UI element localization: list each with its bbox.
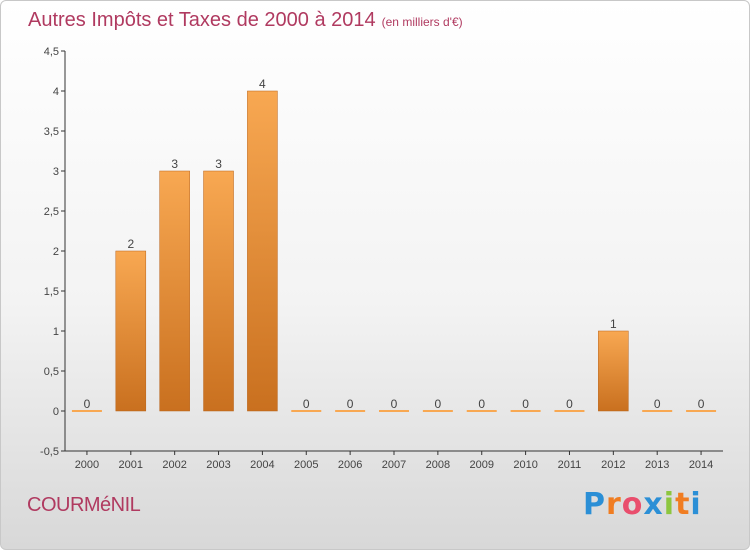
x-tick-label: 2000: [75, 459, 99, 471]
x-tick-label: 2001: [119, 459, 143, 471]
x-tick-label: 2006: [338, 459, 362, 471]
y-tick-label: 0: [53, 406, 59, 418]
data-label: 0: [654, 397, 661, 411]
data-label: 4: [259, 77, 266, 91]
x-tick-label: 2010: [513, 459, 537, 471]
bar: [335, 410, 366, 412]
bar: [422, 410, 453, 412]
x-tick-label: 2013: [645, 459, 669, 471]
y-tick-label: 3,5: [44, 126, 59, 138]
data-label: 1: [610, 317, 617, 331]
proxiti-logo[interactable]: Proxiti: [583, 487, 702, 522]
y-tick-label: 2,5: [44, 206, 59, 218]
bars: [71, 90, 717, 412]
bar: [598, 330, 629, 412]
data-label: 2: [127, 237, 134, 251]
x-tick-label: 2014: [689, 459, 713, 471]
chart-title: Autres Impôts et Taxes de 2000 à 2014 (en…: [28, 9, 463, 32]
data-label: 0: [391, 397, 398, 411]
x-tick-label: 2007: [382, 459, 406, 471]
brand-letter: P: [583, 487, 606, 522]
x-tick-label: 2011: [558, 459, 582, 471]
x-tick-label: 2005: [294, 459, 318, 471]
bar: [203, 170, 234, 412]
x-tick-label: 2003: [206, 459, 230, 471]
y-tick-label: -0,5: [40, 446, 59, 458]
brand-letter: x: [643, 487, 664, 522]
brand-letter: i: [690, 487, 702, 522]
data-label: 0: [478, 397, 485, 411]
bar: [71, 410, 102, 412]
y-tick-label: 4,5: [44, 46, 59, 58]
y-tick-label: 0,5: [44, 366, 59, 378]
x-tick-label: 2002: [162, 459, 186, 471]
bar: [466, 410, 497, 412]
data-label: 3: [215, 157, 222, 171]
brand-letter: t: [675, 487, 691, 522]
y-tick-label: 3: [53, 166, 59, 178]
data-label: 0: [698, 397, 705, 411]
chart-title-text: Autres Impôts et Taxes de 2000 à 2014: [28, 9, 376, 31]
x-axis: 2000 2001 2002 2003 2004 2005 2006 2007 2008 2009…: [65, 450, 723, 471]
y-tick-label: 4: [53, 86, 59, 98]
bar: [554, 410, 585, 412]
bar: [379, 410, 409, 412]
data-label: 0: [522, 397, 529, 411]
y-tick-label: 1: [53, 326, 59, 338]
y-tick-label: 1,5: [44, 286, 59, 298]
bar: [115, 250, 147, 412]
commune-name: COURMéNIL: [27, 494, 141, 516]
bar: [510, 410, 541, 412]
data-label: 0: [566, 397, 573, 411]
bar: [159, 170, 190, 412]
data-label: 0: [303, 397, 310, 411]
x-tick-label: 2004: [250, 459, 274, 471]
data-label: 0: [84, 397, 91, 411]
x-tick-label: 2012: [601, 459, 625, 471]
bar: [247, 90, 278, 412]
bar: [686, 410, 717, 412]
chart-unit: (en milliers d'€): [381, 15, 463, 29]
brand-letter: i: [663, 487, 676, 522]
brand-letter: r: [606, 487, 622, 522]
data-label: 3: [171, 157, 178, 171]
data-label: 0: [347, 397, 354, 411]
data-label: 0: [435, 397, 442, 411]
bar: [291, 410, 322, 412]
brand-letter: o: [621, 487, 644, 522]
x-tick-label: 2008: [426, 459, 450, 471]
bar: [642, 410, 673, 412]
x-tick-label: 2009: [469, 459, 493, 471]
data-labels: 0 2 3 3 4 0 0 0 0 0 0 0 1 0 0: [84, 77, 705, 411]
y-axis: -0,5 0 0,5 1 1,5 2 2,5 3 3,5 4 4,5: [40, 46, 66, 458]
y-tick-label: 2: [53, 246, 59, 258]
